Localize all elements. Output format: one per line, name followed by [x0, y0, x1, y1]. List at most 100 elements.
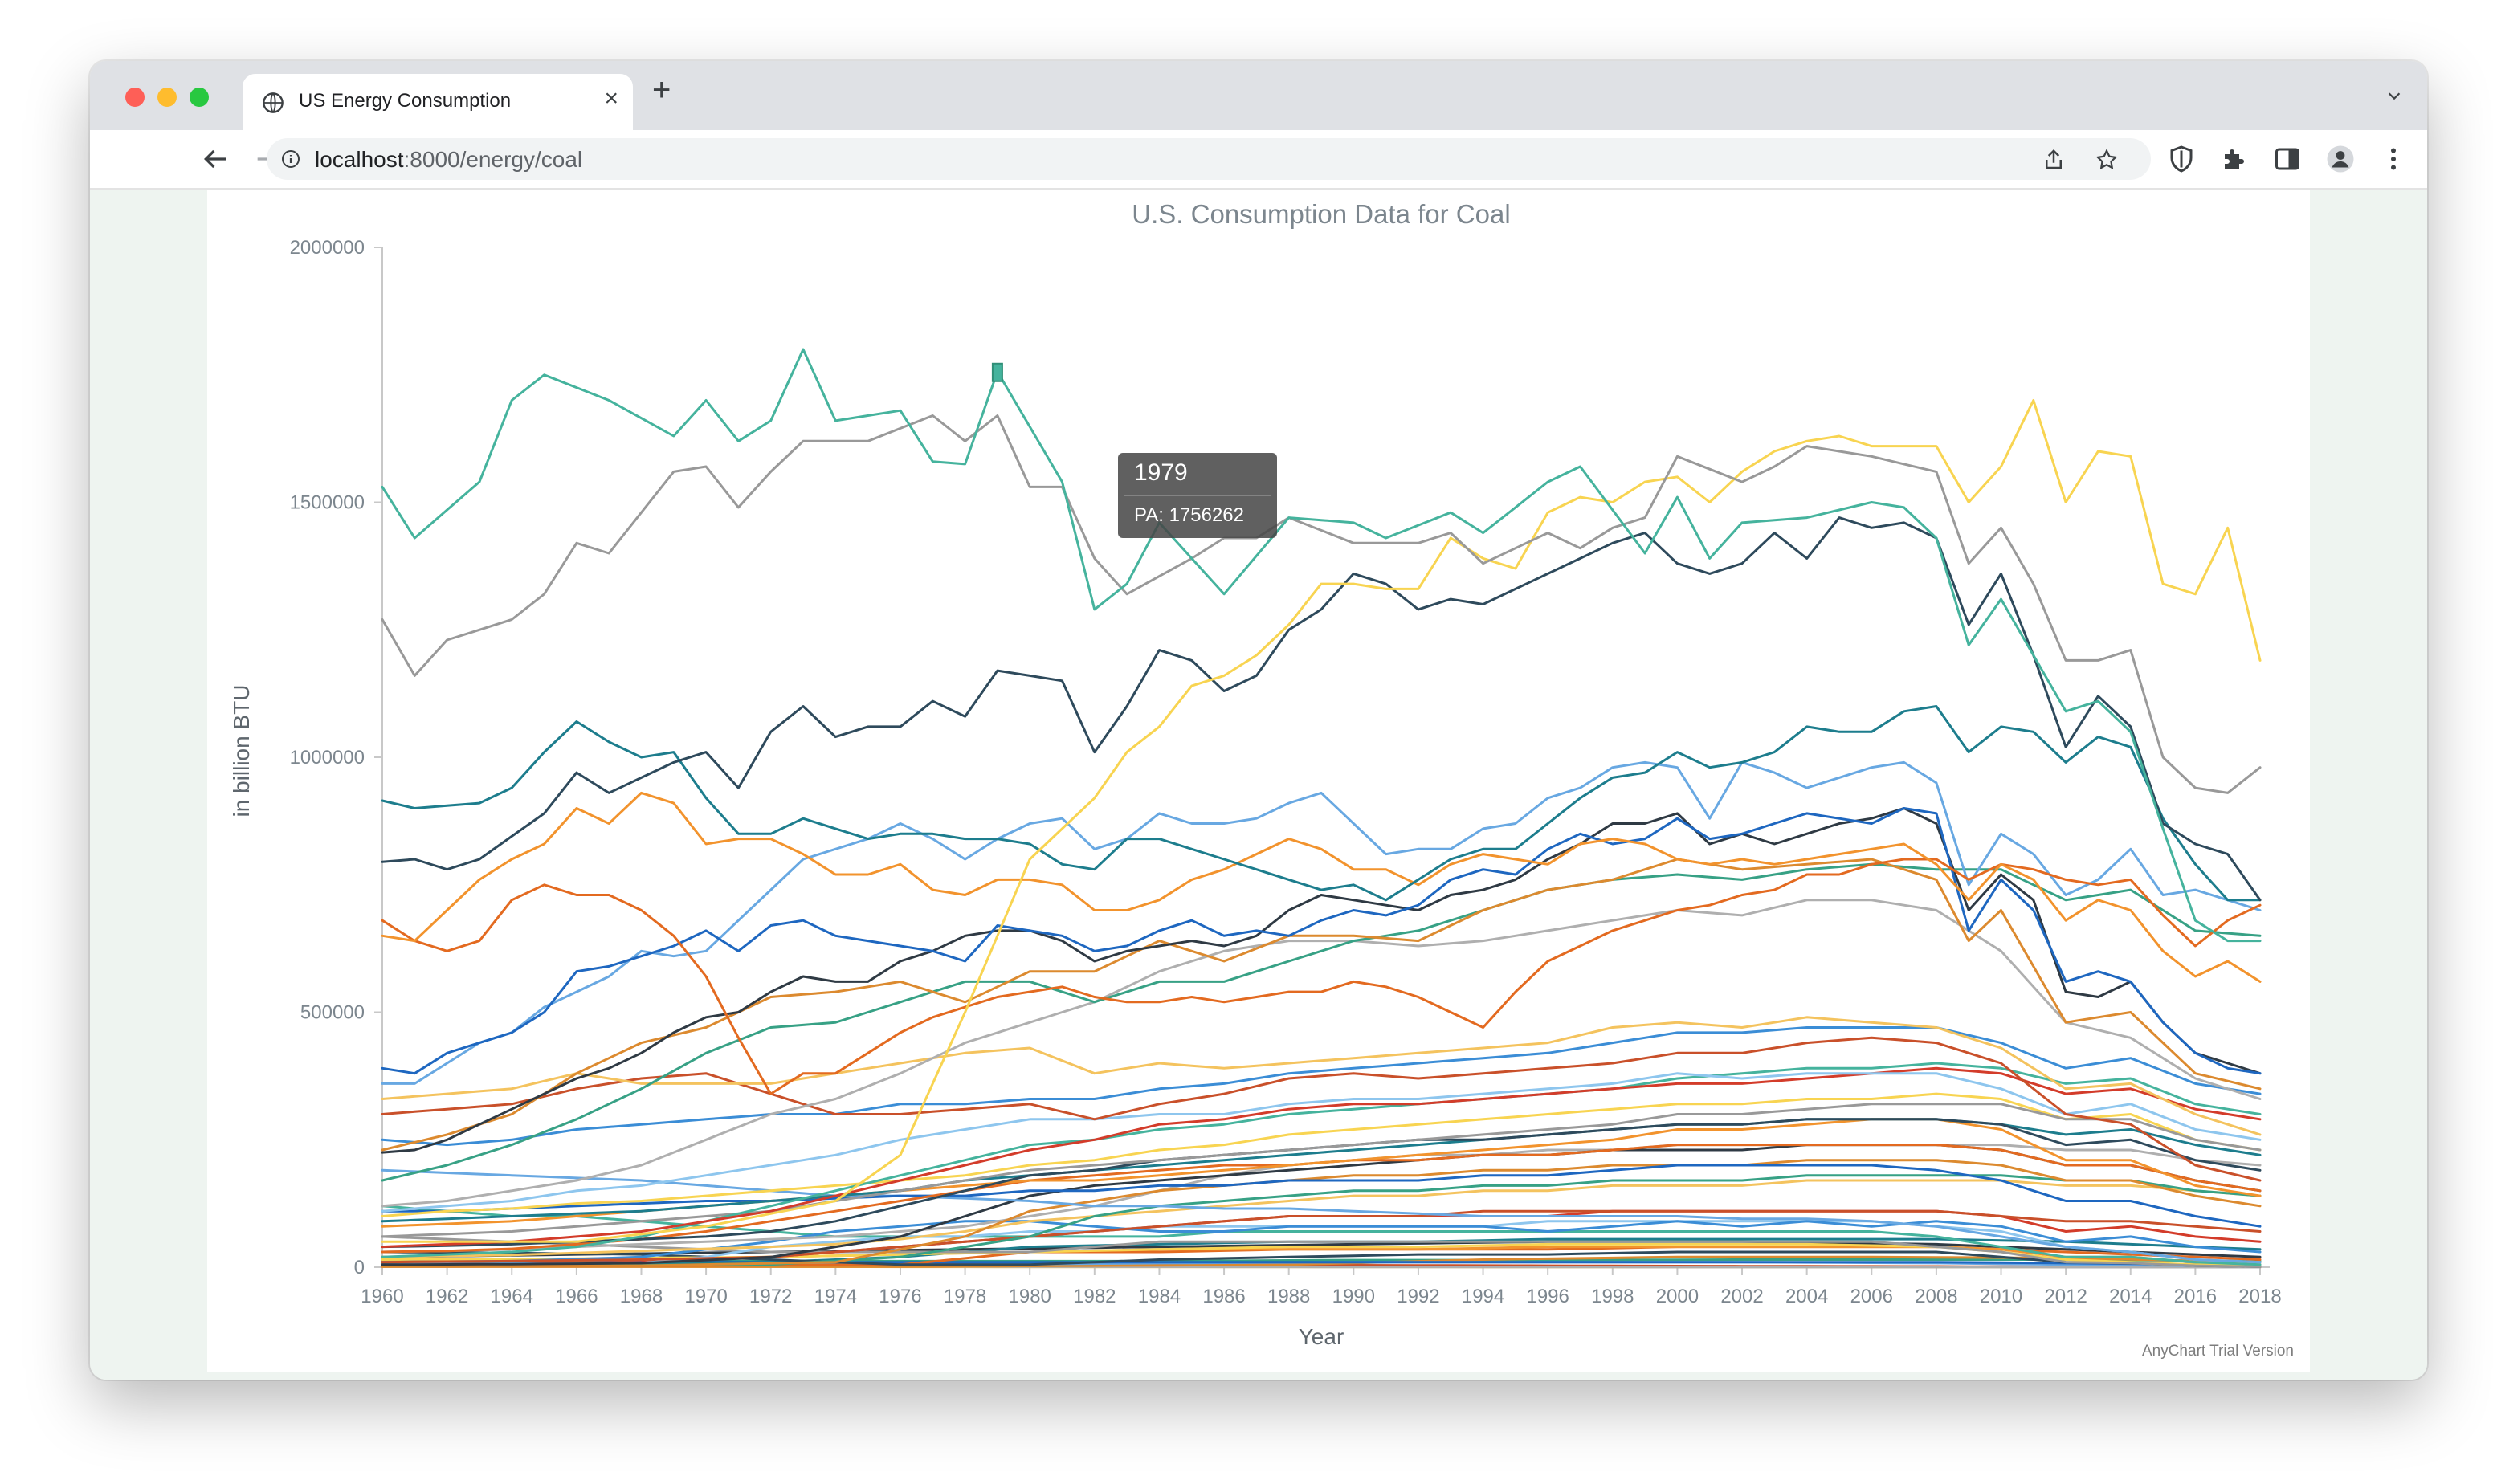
new-tab-button[interactable]: +	[652, 72, 671, 108]
series-line-ky[interactable]	[381, 858, 2262, 1095]
y-tick-label: 500000	[300, 1002, 365, 1024]
close-tab-button[interactable]: ×	[604, 85, 618, 112]
x-tick-label: 1986	[1202, 1286, 1245, 1307]
y-tick-label: 0	[354, 1257, 365, 1278]
x-tick-label: 1994	[1462, 1286, 1504, 1307]
series-line-ut[interactable]	[381, 1118, 2262, 1223]
series-line-nj[interactable]	[381, 1205, 2262, 1266]
x-tick-label: 1970	[684, 1286, 727, 1307]
url-path: :8000/energy/coal	[403, 147, 583, 172]
back-arrow-icon[interactable]	[199, 143, 231, 175]
series-line-co[interactable]	[381, 1103, 2262, 1238]
y-tick-label: 1000000	[290, 747, 365, 768]
x-tick-label: 1966	[555, 1286, 598, 1307]
series-line-al[interactable]	[381, 760, 2262, 1085]
series-line-ia[interactable]	[381, 1092, 2262, 1217]
series-line-wi[interactable]	[381, 1026, 2262, 1147]
series-line-mn[interactable]	[381, 1072, 2262, 1213]
series-line-ca[interactable]	[381, 1240, 2262, 1258]
extensions-puzzle-icon[interactable]	[2220, 145, 2249, 173]
x-tick-label: 2018	[2238, 1286, 2281, 1307]
highlight-point-marker	[991, 362, 1003, 382]
globe-icon	[263, 92, 284, 113]
browser-toolbar: localhost:8000/energy/coal	[90, 130, 2427, 190]
share-icon[interactable]	[2042, 148, 2066, 172]
maximize-window-button[interactable]	[190, 88, 209, 107]
minimize-window-button[interactable]	[157, 88, 177, 107]
x-tick-label: 1976	[879, 1286, 921, 1307]
x-tick-label: 2006	[1850, 1286, 1893, 1307]
x-tick-label: 1960	[361, 1286, 403, 1307]
tab-bar: US Energy Consumption × +	[90, 61, 2427, 130]
series-line-wy[interactable]	[381, 1066, 2262, 1249]
series-line-pa[interactable]	[381, 348, 2262, 943]
series-line-in[interactable]	[381, 414, 2262, 794]
series-line-hi[interactable]	[381, 1255, 2262, 1268]
url-text[interactable]: localhost:8000/energy/coal	[315, 147, 582, 173]
anychart-watermark[interactable]: AnyChart Trial Version	[2141, 1343, 2294, 1360]
tooltip-value: PA: 1756262	[1134, 504, 1245, 526]
series-line-la[interactable]	[381, 1159, 2262, 1268]
series-line-wa[interactable]	[381, 1220, 2262, 1264]
x-tick-label: 1998	[1591, 1286, 1634, 1307]
series-line-mt[interactable]	[381, 1209, 2262, 1264]
tooltip-title: 1979	[1134, 459, 1188, 486]
x-tick-label: 2000	[1656, 1286, 1699, 1307]
x-axis-title: Year	[1299, 1324, 1344, 1349]
series-line-tx[interactable]	[381, 399, 2262, 1243]
series-line-md[interactable]	[381, 1164, 2262, 1228]
series-line-mi[interactable]	[381, 807, 2262, 1075]
x-tick-label: 2008	[1915, 1286, 1957, 1307]
series-line-va[interactable]	[381, 1036, 2262, 1182]
x-tick-label: 2010	[1980, 1286, 2022, 1307]
x-tick-label: 1988	[1267, 1286, 1310, 1307]
x-tick-label: 2014	[2109, 1286, 2152, 1307]
series-line-wv[interactable]	[381, 705, 2262, 902]
series-line-il[interactable]	[381, 791, 2262, 983]
series-line-ny[interactable]	[381, 1168, 2262, 1264]
close-window-button[interactable]	[125, 88, 145, 107]
x-tick-label: 1974	[814, 1286, 857, 1307]
x-tick-label: 1962	[426, 1286, 468, 1307]
y-tick-label: 1500000	[290, 492, 365, 514]
series-line-nc[interactable]	[381, 858, 2262, 1152]
x-tick-label: 1990	[1332, 1286, 1375, 1307]
series-line-fl[interactable]	[381, 899, 2262, 1208]
x-tick-label: 1980	[1009, 1286, 1051, 1307]
series-line-tn[interactable]	[381, 1016, 2262, 1136]
x-tick-label: 1992	[1397, 1286, 1439, 1307]
address-bar[interactable]: localhost:8000/energy/coal	[267, 138, 2151, 180]
chart-title: U.S. Consumption Data for Coal	[1132, 199, 1510, 229]
x-tick-label: 1968	[620, 1286, 663, 1307]
x-tick-label: 2002	[1720, 1286, 1763, 1307]
info-icon[interactable]	[281, 149, 300, 169]
series-line-oh[interactable]	[381, 516, 2262, 902]
profile-avatar-icon[interactable]	[2326, 145, 2355, 173]
chevron-down-icon[interactable]	[2385, 87, 2403, 104]
y-tick-label: 2000000	[290, 237, 365, 259]
side-panel-icon[interactable]	[2273, 145, 2302, 173]
x-tick-label: 1984	[1138, 1286, 1181, 1307]
x-tick-label: 1978	[944, 1286, 986, 1307]
line-chart[interactable]: 0 500000 1000000 1500000 2000000 1960 1962 1964…	[207, 190, 2310, 1372]
tab-title: US Energy Consumption	[299, 90, 512, 112]
series-line-mo[interactable]	[381, 862, 2262, 1182]
url-host: localhost	[315, 147, 404, 172]
x-tick-label: 2016	[2174, 1286, 2217, 1307]
x-tick-label: 1964	[491, 1286, 533, 1307]
more-menu-icon[interactable]	[2379, 145, 2408, 173]
x-tick-label: 2012	[2044, 1286, 2087, 1307]
browser-window: US Energy Consumption × + localhost:8000…	[90, 61, 2427, 1380]
series-line-ne[interactable]	[381, 1179, 2262, 1258]
shield-icon[interactable]	[2167, 145, 2196, 173]
x-tick-label: 2004	[1785, 1286, 1828, 1307]
bookmark-star-icon[interactable]	[2095, 148, 2119, 172]
tab-us-energy-consumption[interactable]: US Energy Consumption ×	[243, 74, 633, 130]
x-tick-label: 1996	[1526, 1286, 1569, 1307]
y-axis-title: in billion BTU	[229, 685, 254, 817]
chart-tooltip: 1979 PA: 1756262	[1118, 453, 1277, 538]
x-tick-label: 1982	[1073, 1286, 1116, 1307]
chart-container: 0 500000 1000000 1500000 2000000 1960 1962 1964…	[207, 190, 2310, 1372]
tooltip-divider	[1124, 495, 1271, 496]
x-tick-label: 1972	[749, 1286, 792, 1307]
